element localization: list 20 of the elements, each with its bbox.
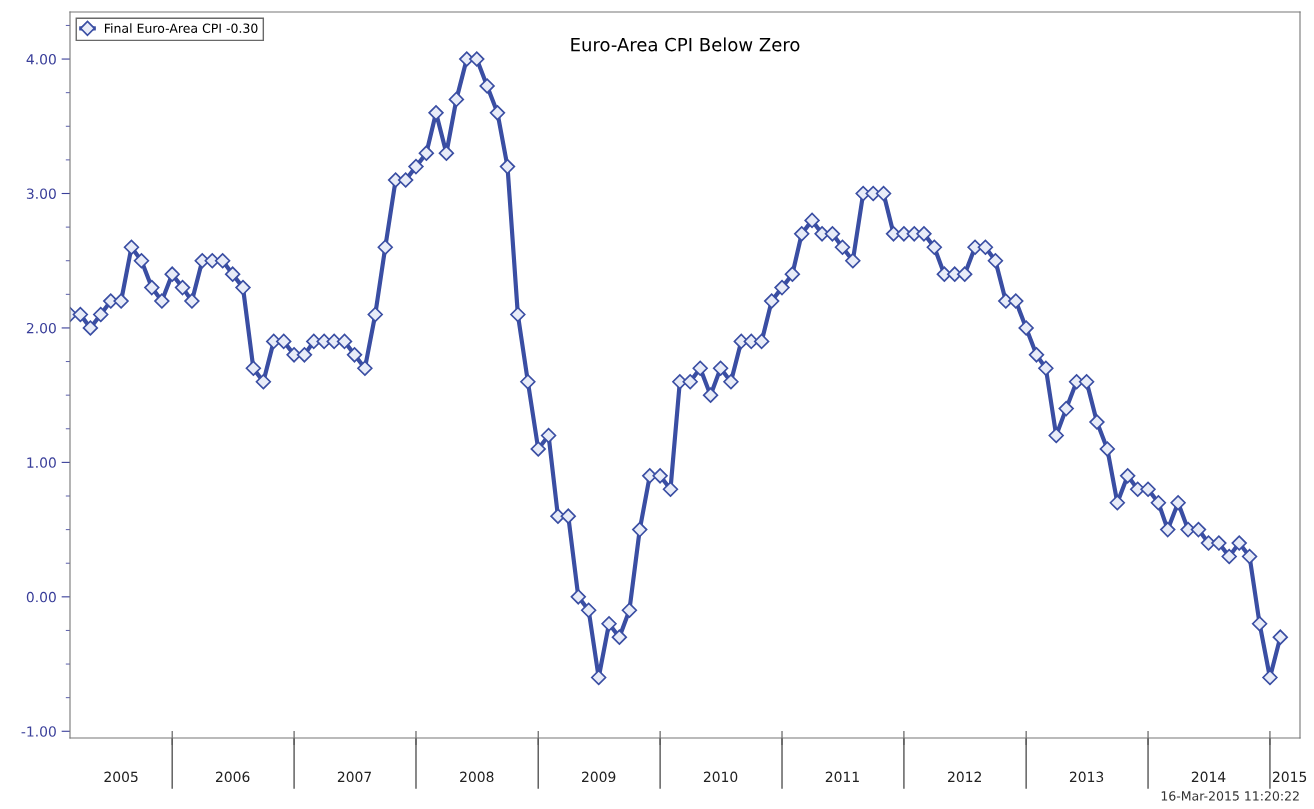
x-tick-label: 2013 xyxy=(1069,771,1104,783)
x-tick-label: 2010 xyxy=(703,771,738,783)
text: Euro-Area CPI Below Zero xyxy=(571,37,800,52)
y-tick-label: 1.00 xyxy=(27,457,56,468)
x-tick-label: 2012 xyxy=(948,771,981,783)
text: 16-Mar-2015 11:20:22 xyxy=(1161,791,1299,801)
x-tick-label: 2011 xyxy=(825,771,859,783)
x-tick-label: 2014 xyxy=(1191,771,1226,783)
y-tick-label: 2.00 xyxy=(26,322,56,334)
x-tick-label: 2015 xyxy=(1272,771,1307,783)
x-tick-label: 2008 xyxy=(460,771,494,783)
x-tick-label: 2006 xyxy=(215,771,250,783)
y-tick-label: 3.00 xyxy=(26,188,56,199)
x-tick-label: 2007 xyxy=(337,771,372,783)
y-tick-label: -1.00 xyxy=(21,726,56,737)
x-tick-label: 2009 xyxy=(582,771,616,783)
x-tick-label: 2005 xyxy=(104,771,138,783)
legend-label: Final Euro-Area CPI -0.30 xyxy=(104,23,258,33)
y-tick-label: 4.00 xyxy=(26,54,56,65)
y-tick-label: 0.00 xyxy=(26,591,56,603)
